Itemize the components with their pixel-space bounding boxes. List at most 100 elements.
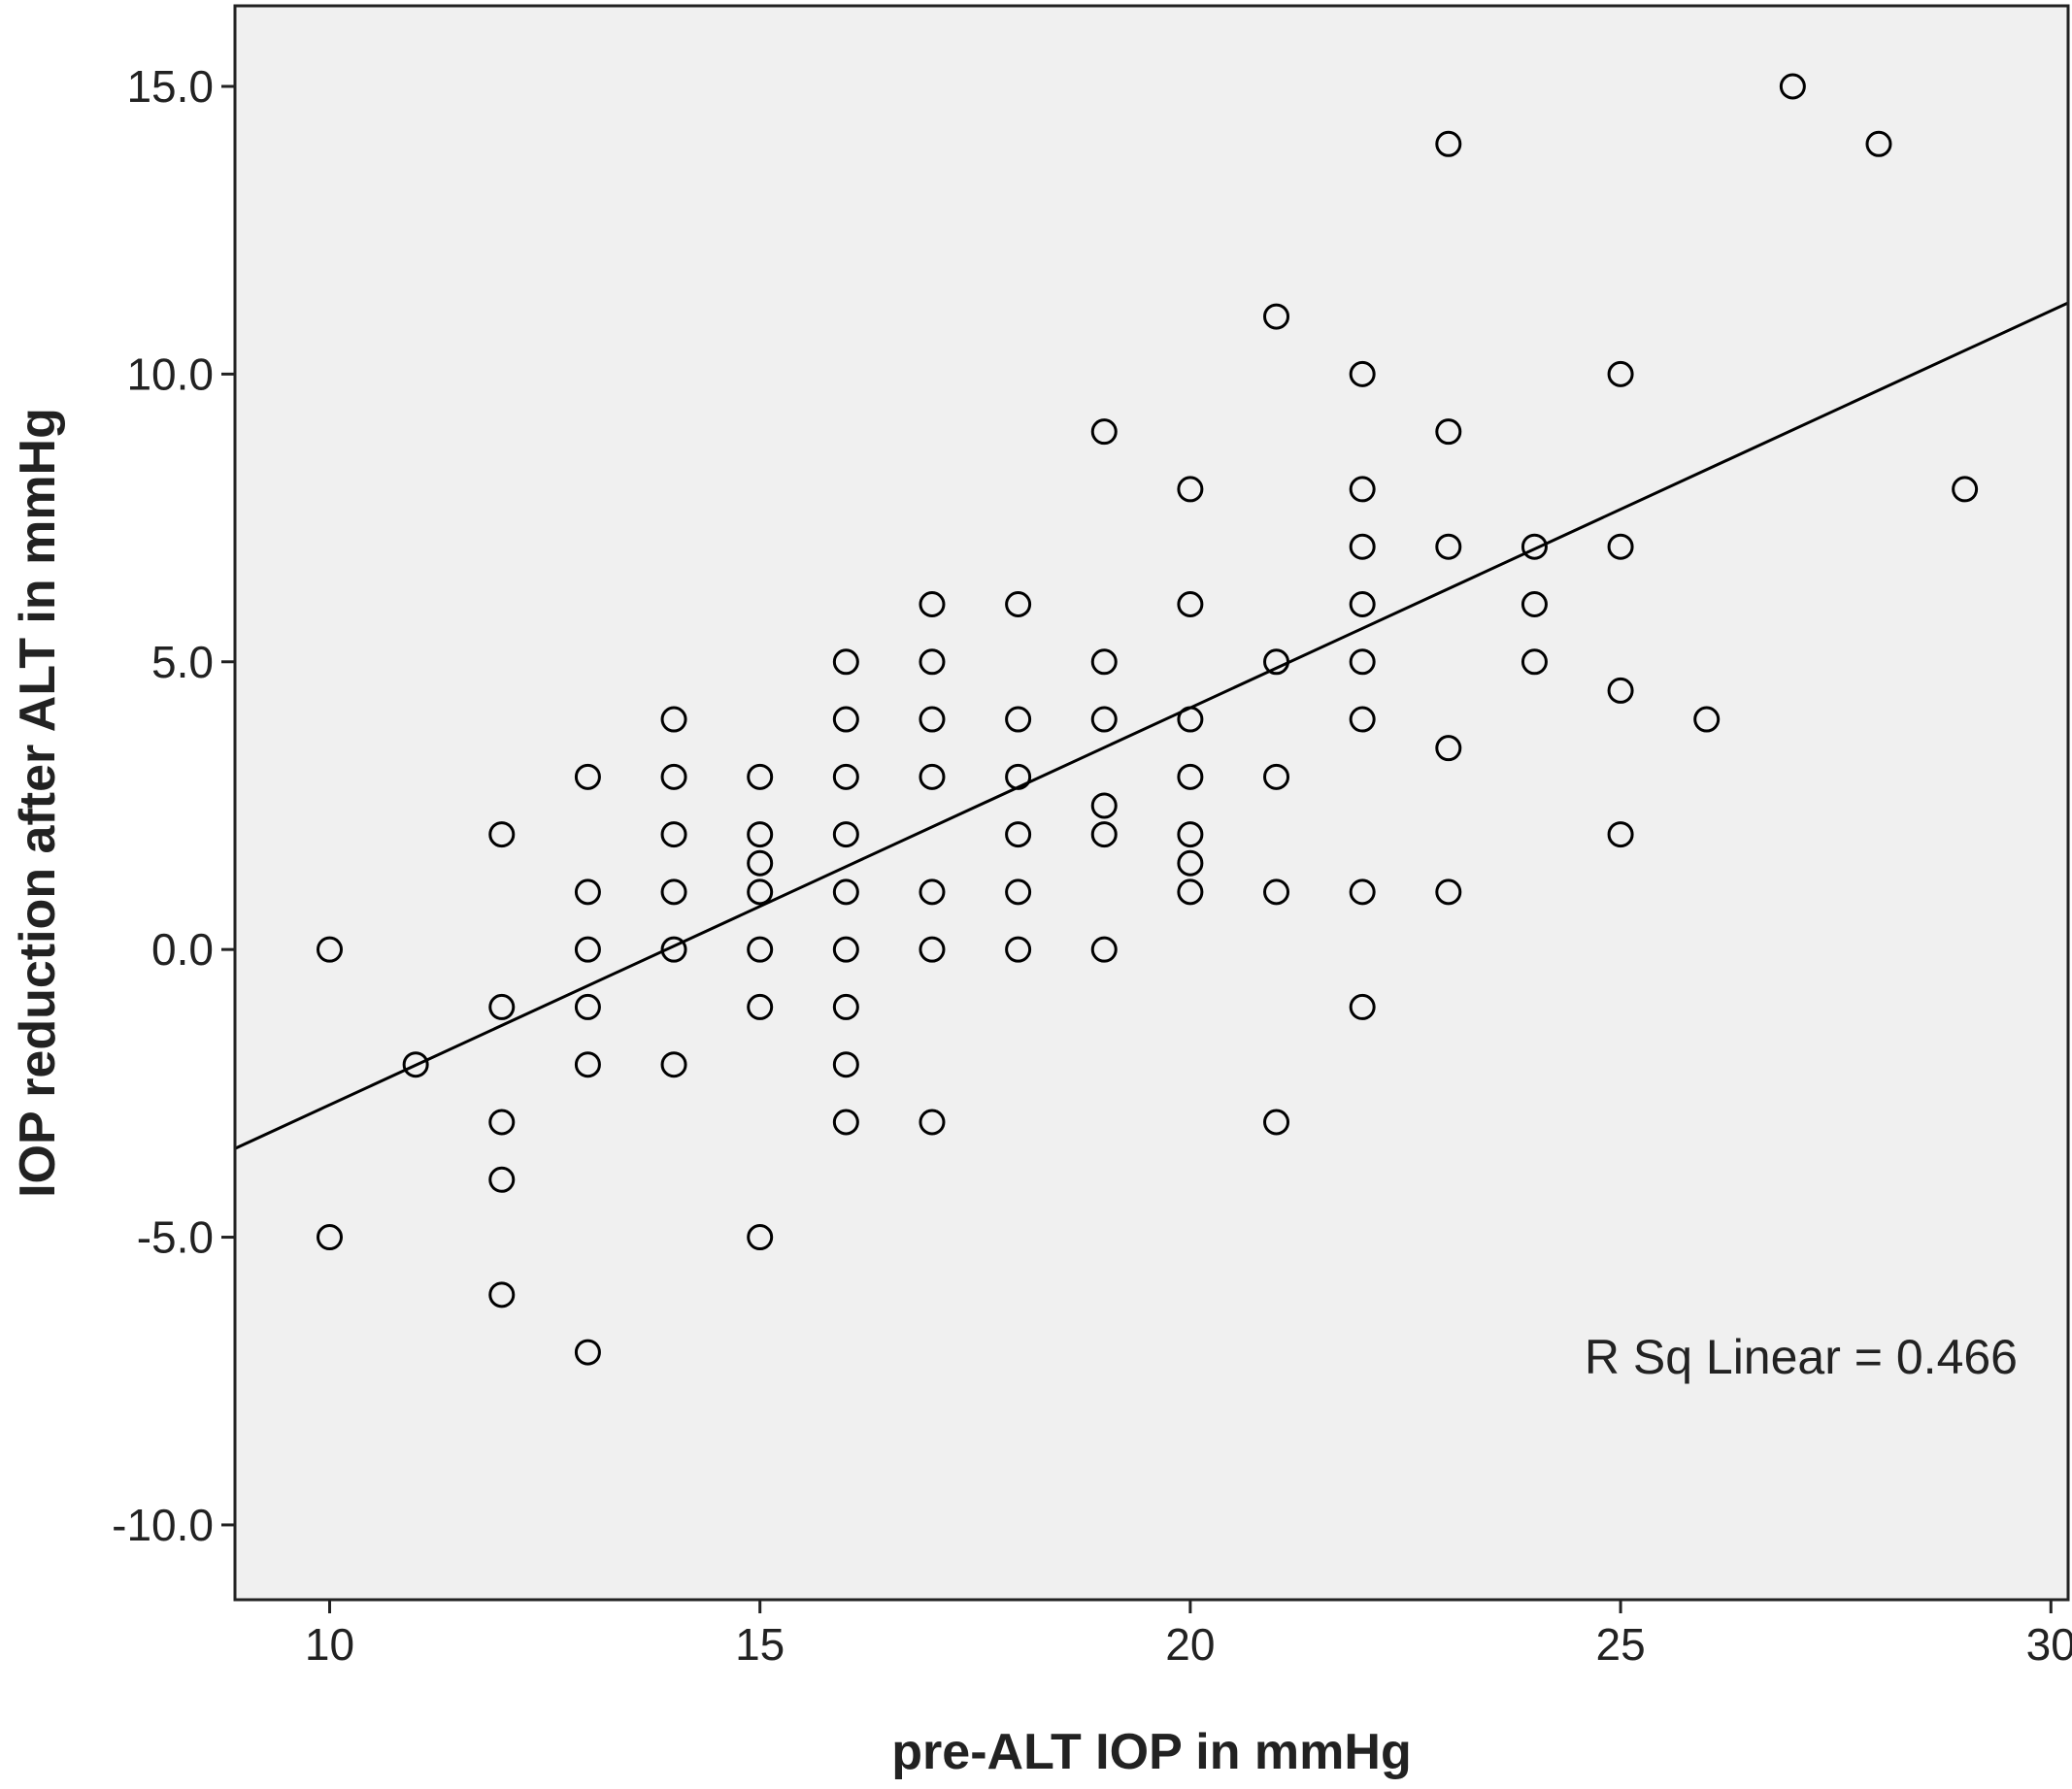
data-point [1263, 303, 1290, 330]
data-point [1005, 878, 1032, 906]
data-point [1090, 706, 1118, 733]
data-point [1263, 763, 1290, 790]
data-point [1005, 763, 1032, 790]
data-point [747, 763, 774, 790]
data-point [1177, 476, 1204, 503]
data-point [1090, 936, 1118, 963]
data-point [574, 878, 601, 906]
data-point [660, 763, 687, 790]
data-point [919, 706, 946, 733]
data-point [488, 993, 516, 1020]
data-point [1607, 677, 1634, 704]
data-point [747, 849, 774, 877]
data-point [1607, 821, 1634, 848]
data-point [832, 821, 859, 848]
data-point [317, 1224, 344, 1251]
data-point [1435, 533, 1462, 560]
data-point [747, 936, 774, 963]
data-point [660, 1051, 687, 1078]
y-tick-label: 5.0 [151, 637, 214, 687]
data-point [317, 936, 344, 963]
data-point [1607, 533, 1634, 560]
data-point [1090, 792, 1118, 819]
data-point [1177, 763, 1204, 790]
data-point [919, 936, 946, 963]
data-point [1177, 849, 1204, 877]
data-point [660, 878, 687, 906]
data-point [1090, 821, 1118, 848]
data-point [1263, 1109, 1290, 1136]
x-tick-label: 10 [305, 1619, 354, 1670]
data-point [1005, 590, 1032, 617]
data-point [832, 706, 859, 733]
data-point [1177, 821, 1204, 848]
data-point [1952, 476, 1979, 503]
data-point [832, 1051, 859, 1078]
data-point [1263, 648, 1290, 676]
data-point [1177, 590, 1204, 617]
data-point [488, 1109, 516, 1136]
data-point [1349, 648, 1376, 676]
data-point [919, 590, 946, 617]
y-tick-label: -5.0 [137, 1212, 214, 1263]
data-point [1263, 878, 1290, 906]
regression-line [234, 301, 2069, 1150]
x-tick-label: 25 [1595, 1619, 1645, 1670]
x-tick-label: 15 [735, 1619, 785, 1670]
data-point [1349, 360, 1376, 387]
data-point [1693, 706, 1721, 733]
y-axis-title: IOP reduction after ALT in mmHg [10, 408, 66, 1198]
data-point [1090, 418, 1118, 446]
data-point [1435, 878, 1462, 906]
data-point [1521, 590, 1548, 617]
data-point [747, 993, 774, 1020]
data-point [1005, 936, 1032, 963]
x-tick-label: 30 [2026, 1619, 2072, 1670]
data-point [1521, 533, 1548, 560]
data-point [1177, 706, 1204, 733]
data-point [660, 706, 687, 733]
y-tick-label: 15.0 [126, 61, 214, 112]
data-point [1435, 130, 1462, 157]
data-point [1349, 533, 1376, 560]
data-point [832, 878, 859, 906]
data-point [832, 936, 859, 963]
r-squared-annotation: R Sq Linear = 0.466 [1585, 1330, 2018, 1384]
y-axis: -10.0 -5.0 0.0 5.0 10.0 15.0 [112, 61, 235, 1550]
data-point [488, 1166, 516, 1193]
data-point [1005, 706, 1032, 733]
data-point [1005, 821, 1032, 848]
plot-border [233, 4, 2070, 1602]
data-point [1090, 648, 1118, 676]
data-point [919, 878, 946, 906]
data-point [660, 821, 687, 848]
data-point [660, 936, 687, 963]
y-tick-label: 0.0 [151, 924, 214, 975]
data-point [574, 1051, 601, 1078]
x-tick-label: 20 [1165, 1619, 1215, 1670]
y-tick-label: 10.0 [126, 348, 214, 399]
data-point [574, 763, 601, 790]
data-point [747, 821, 774, 848]
data-point [1521, 648, 1548, 676]
plot-area [235, 6, 2068, 1600]
data-point [919, 1109, 946, 1136]
data-points [317, 73, 1979, 1366]
y-tick-label: -10.0 [112, 1500, 214, 1550]
data-point [1435, 418, 1462, 446]
data-point [747, 878, 774, 906]
data-point [574, 1339, 601, 1366]
data-point [832, 763, 859, 790]
data-point [832, 1109, 859, 1136]
data-point [919, 763, 946, 790]
data-point [1865, 130, 1892, 157]
data-point [1607, 360, 1634, 387]
data-point [1349, 476, 1376, 503]
data-point [1435, 735, 1462, 762]
data-point [919, 648, 946, 676]
data-point [1349, 706, 1376, 733]
data-point [488, 1281, 516, 1309]
x-axis-title: pre-ALT IOP in mmHg [891, 1724, 1411, 1780]
data-point [402, 1051, 429, 1078]
